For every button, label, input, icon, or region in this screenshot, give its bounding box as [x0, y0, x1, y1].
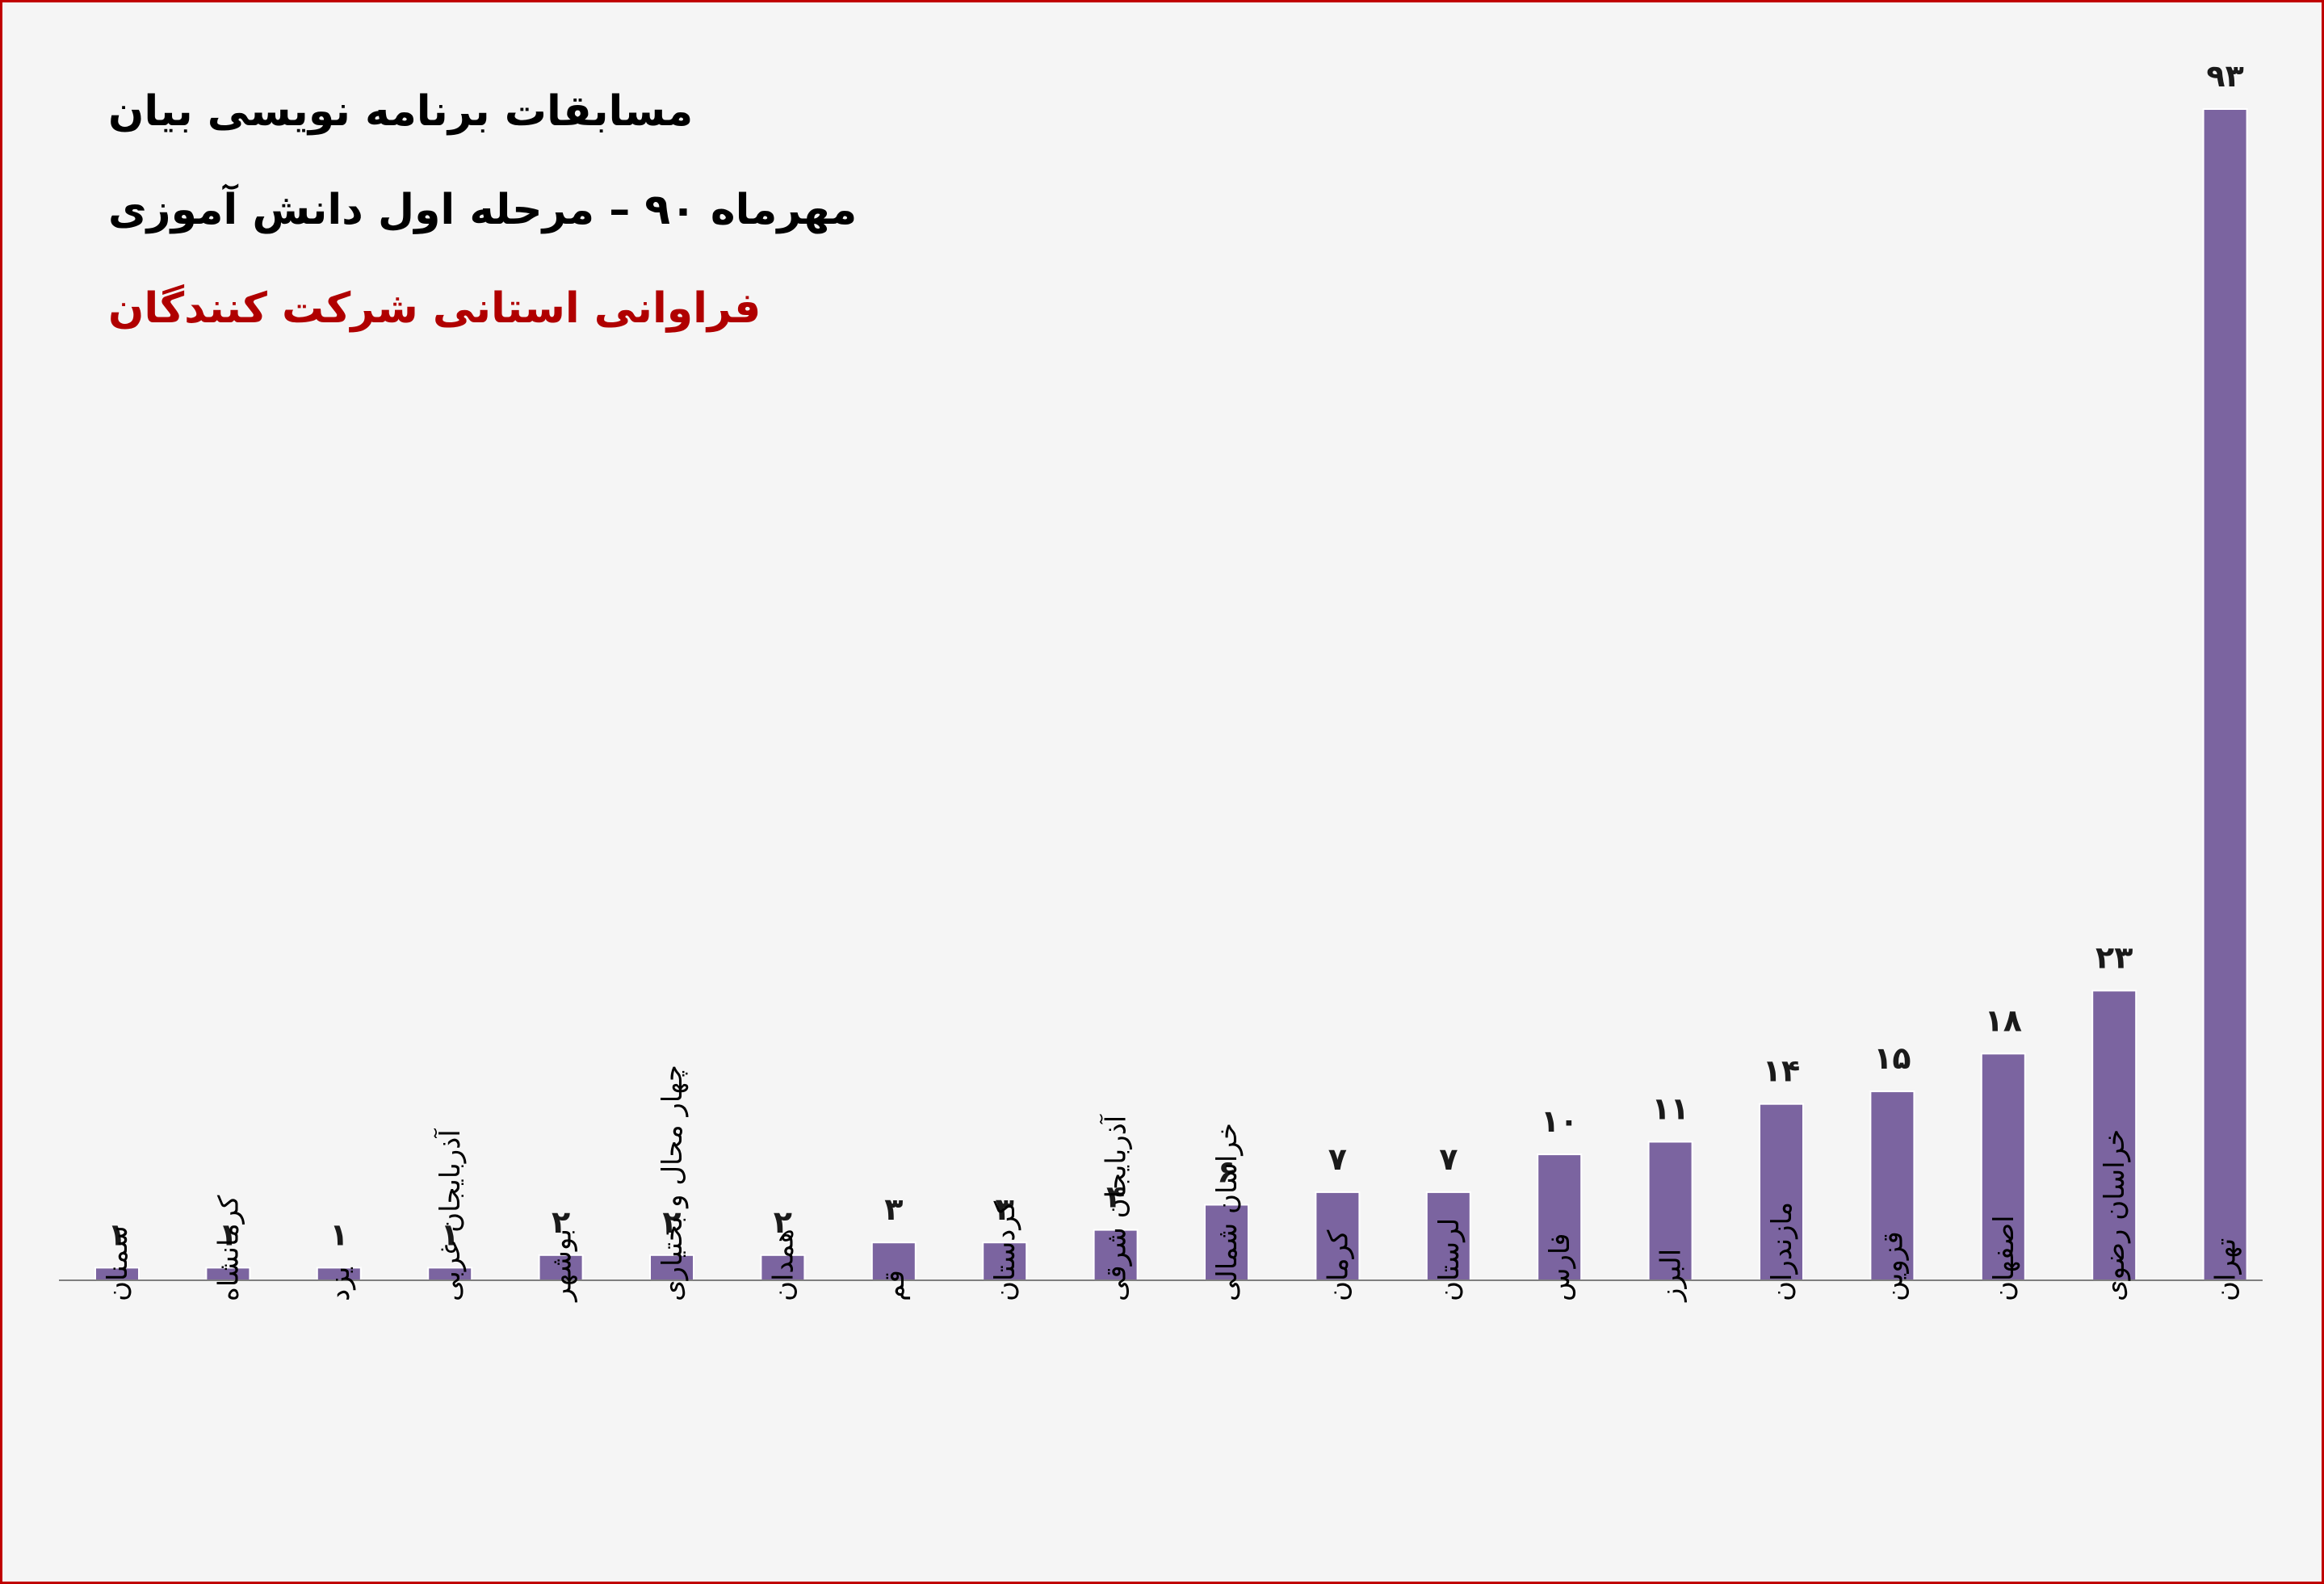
x-tick-label: کردستان [989, 1200, 1021, 1301]
bar [982, 1242, 1028, 1281]
category-labels-layer: سمنان کرمانشاه یزد آذربایجان غربی بوشهر چهار … [102, 1065, 2242, 1303]
x-tick-label: قزوین [1877, 1231, 1909, 1301]
bar [760, 1254, 806, 1282]
x-tick-label: فارس [1544, 1233, 1576, 1301]
bar [2202, 108, 2248, 1281]
bar-value-label: ۱۰ [1541, 1103, 1578, 1139]
bar-value-label: ۷ [1328, 1141, 1347, 1177]
bar-value-label: ۳ [884, 1191, 903, 1227]
bar-value-label: ۲ [774, 1204, 792, 1240]
bar [1647, 1141, 1693, 1281]
x-tick-label: قم [879, 1270, 911, 1301]
x-tick-label: همدان [767, 1229, 799, 1301]
x-tick-label: کرمانشاه [212, 1195, 245, 1301]
bar [1093, 1229, 1139, 1281]
x-tick-label: کرمان [1322, 1229, 1354, 1301]
x-tick-label: تهران [2210, 1238, 2242, 1301]
bar-value-label: ۶ [1217, 1154, 1235, 1190]
x-tick-label: خراسان رضوی [2099, 1129, 2131, 1301]
bar-value-label: ۱ [441, 1216, 459, 1252]
bar-value-label: ۱ [219, 1216, 237, 1252]
x-tick-label: سمنان [102, 1225, 134, 1301]
bar-value-label: ۳ [996, 1191, 1014, 1227]
bars-layer [94, 108, 2248, 1282]
chart-title-line3: فراوانی استانی شرکت کنندگان [108, 284, 761, 333]
bar-value-label: ۱۵ [1873, 1040, 1911, 1076]
bar [1315, 1191, 1361, 1282]
x-tick-label: بوشهر [546, 1229, 578, 1303]
bar-value-label: ۲۳ [2095, 939, 2133, 975]
bar-value-label: ۲ [662, 1204, 681, 1240]
bar [538, 1254, 584, 1282]
bar-value-label: ۹۳ [2206, 58, 2243, 94]
bar-value-label: ۱۸ [1985, 1002, 2022, 1038]
x-tick-label: خراسان شمالی [1211, 1123, 1244, 1301]
bar-value-label: ۴ [1106, 1179, 1125, 1215]
x-tick-label: مازندران [1766, 1202, 1798, 1301]
title-block: مسابقات برنامه نویسی بیان مهرماه ۹۰ – مر… [108, 90, 857, 386]
bar-value-label: ۱۴ [1763, 1053, 1800, 1089]
bar-value-label: ۷ [1439, 1141, 1458, 1177]
bar [1759, 1103, 1804, 1281]
bar-value-label: ۱۱ [1651, 1091, 1688, 1127]
x-tick-label: یزد [324, 1267, 356, 1301]
chart-title-line2: مهرماه ۹۰ – مرحله اول دانش آموزی [108, 186, 858, 234]
chart-title-line1: مسابقات برنامه نویسی بیان [108, 87, 694, 136]
bar-value-label: ۱ [329, 1216, 348, 1252]
x-tick-label: آذربایجان شرقی [1100, 1114, 1133, 1301]
x-tick-label: البرز [1655, 1249, 1688, 1303]
bar [649, 1254, 694, 1282]
x-tick-label: چهار محال و بختیاری [657, 1065, 689, 1301]
x-tick-label: لرستان [1433, 1218, 1466, 1301]
bar-value-label: ۲ [552, 1204, 570, 1240]
x-tick-label: آذربایجان غربی [434, 1128, 467, 1301]
bar-value-label: ۱ [107, 1216, 126, 1252]
x-tick-label: اصفهان [1988, 1215, 2020, 1301]
bar [1204, 1204, 1249, 1281]
bar [2091, 989, 2137, 1282]
bar [870, 1242, 917, 1281]
